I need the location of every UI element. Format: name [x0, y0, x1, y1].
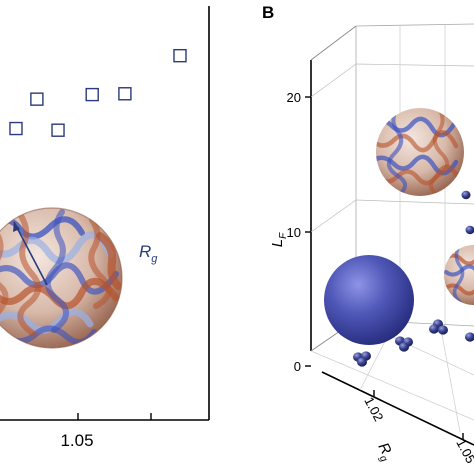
- panel-b-x-axis-title: Rg: [372, 440, 398, 464]
- data-point-square: [118, 87, 132, 101]
- rg-label-a: Rg: [139, 242, 158, 265]
- data-point-square: [30, 92, 44, 106]
- panel-b-label: B: [262, 3, 274, 22]
- corrugated-sphere-a: [0, 207, 123, 349]
- panel-b-bead-markers: [353, 190, 474, 367]
- panel-b-z-tick-label: 0: [294, 359, 301, 374]
- smooth-sphere: [324, 255, 414, 345]
- panel-b-x-tick-label: 1.02: [361, 394, 386, 423]
- panel-a-series: [9, 48, 187, 137]
- data-point-square: [173, 48, 187, 63]
- data-point-square: [9, 121, 23, 136]
- data-point-square: [51, 123, 65, 137]
- corrugated-sphere-b-right: [444, 245, 474, 305]
- panel-a: 1.05 Rg: [0, 6, 210, 450]
- panel-b-z-tick-label: 20: [287, 90, 301, 105]
- panel-b-z-axis-title: LF: [269, 232, 289, 247]
- data-point-square: [85, 87, 99, 102]
- panel-b-z-tick-label: 10: [287, 225, 301, 240]
- panel-b-3d-box: [305, 23, 474, 446]
- panel-a-x-tick-label: 1.05: [60, 431, 93, 450]
- corrugated-sphere-b-top: [376, 108, 464, 196]
- panel-b: B: [262, 3, 474, 466]
- panel-b-x-tick-label: 1.05: [453, 436, 474, 465]
